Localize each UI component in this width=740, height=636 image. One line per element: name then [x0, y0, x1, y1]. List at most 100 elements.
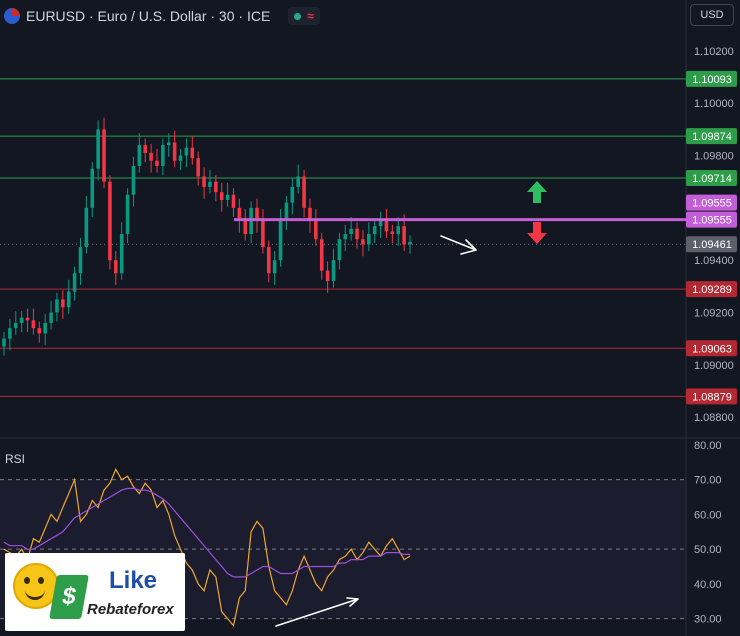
candle-body [272, 260, 277, 274]
pivot-price-label: 1.09555 [692, 215, 732, 227]
candle-body [214, 181, 218, 193]
candle-body [49, 312, 53, 323]
rsi-tick-label: 30.00 [694, 614, 722, 626]
candle-body [172, 142, 177, 161]
candle-body [296, 176, 301, 187]
rebateforex-logo: $ Like Rebateforex [5, 553, 185, 631]
price-candles [2, 117, 412, 356]
money-icon: $ [49, 575, 89, 619]
price-tick-label: 1.10200 [694, 46, 734, 58]
candle-body [72, 273, 77, 292]
level-price-label-box [686, 70, 737, 87]
currency-button[interactable]: USD [690, 4, 734, 26]
level-price-label: 1.09874 [692, 131, 732, 143]
candle-body [231, 194, 236, 208]
candle-body [161, 145, 165, 166]
candle-body [372, 226, 377, 234]
candle-body [390, 231, 395, 234]
price-tick-label: 1.09800 [694, 151, 734, 163]
candle-body [137, 145, 142, 166]
candle-body [37, 328, 42, 334]
candle-body [302, 176, 306, 208]
candle-body [361, 239, 365, 245]
level-price-label: 1.09714 [692, 173, 732, 185]
candle-body [13, 322, 18, 329]
up-arrow-icon [527, 181, 547, 203]
chart-header: EURUSD · Euro / U.S. Dollar · 30 · ICE ≈ [4, 6, 320, 26]
candle-body [202, 176, 206, 187]
candle-body [219, 192, 224, 200]
candle-body [337, 239, 342, 261]
price-tick-label: 1.09000 [694, 360, 734, 372]
currency-flag-icon [4, 8, 20, 24]
market-open-dot-icon [294, 12, 302, 20]
candle-body [2, 338, 6, 347]
market-status-badge[interactable]: ≈ [288, 7, 320, 25]
rsi-tick-label: 80.00 [694, 440, 722, 452]
level-price-label: 1.10093 [692, 74, 732, 86]
price-overlay [234, 181, 686, 255]
wave-icon: ≈ [307, 9, 314, 23]
rsi-tick-label: 70.00 [694, 475, 722, 487]
candle-body [90, 168, 95, 208]
candle-body [19, 317, 24, 323]
candle-body [25, 317, 30, 321]
symbol-title[interactable]: EURUSD · Euro / U.S. Dollar · 30 · ICE [26, 8, 271, 24]
candle-body [96, 129, 100, 169]
candle-body [125, 194, 130, 234]
level-price-label-box [686, 128, 737, 145]
pivot-price-label-box [686, 194, 737, 211]
divergence-arrow-icon [275, 597, 359, 627]
candle-body [8, 328, 12, 339]
candle-body [31, 320, 36, 329]
candle-body [343, 234, 348, 240]
candle-body [261, 220, 265, 248]
candle-body [314, 220, 318, 240]
candle-body [78, 247, 83, 274]
candle-body [108, 181, 112, 261]
candle-body [196, 158, 200, 177]
price-tick-label: 1.08800 [694, 412, 734, 424]
candle-body [396, 226, 401, 234]
candle-body [55, 299, 59, 313]
level-price-label-box [686, 170, 737, 187]
candle-body [225, 194, 230, 200]
candle-body [155, 160, 159, 166]
level-price-label-box [686, 340, 737, 357]
level-price-label: 1.09289 [692, 284, 732, 296]
level-price-label: 1.08879 [692, 391, 732, 403]
logo-word-rebateforex: Rebateforex [87, 601, 174, 618]
rsi-tick-label: 60.00 [694, 509, 722, 521]
candle-body [378, 220, 383, 227]
rsi-line [3, 467, 411, 627]
candle-body [131, 166, 136, 195]
candle-body [43, 322, 47, 334]
candle-body [290, 186, 295, 203]
rsi-label: RSI [5, 452, 26, 466]
candle-body [113, 260, 118, 274]
candle-body [355, 228, 359, 240]
candle-body [61, 299, 65, 308]
candle-body [266, 247, 271, 274]
candle-body [331, 260, 336, 282]
candle-body [255, 207, 259, 221]
candle-body [149, 152, 153, 161]
logo-word-like: Like [109, 567, 158, 594]
last-price-label: 1.09461 [692, 239, 732, 251]
candle-body [190, 147, 195, 159]
candle-body [84, 207, 89, 248]
price-tick-label: 1.09200 [694, 307, 734, 319]
candle-body [66, 291, 71, 308]
candle-body [102, 129, 106, 182]
price-tick-label: 1.09400 [694, 255, 734, 267]
rsi-axis: 80.00 70.00 60.00 50.00 40.00 30.00 [694, 440, 722, 626]
level-price-label-box [686, 388, 737, 405]
level-price-label-box [686, 281, 737, 298]
candle-body [367, 234, 371, 245]
level-price-label: 1.09063 [692, 343, 732, 355]
candle-body [408, 241, 412, 245]
candle-body [243, 220, 248, 234]
candle-body [184, 147, 189, 156]
